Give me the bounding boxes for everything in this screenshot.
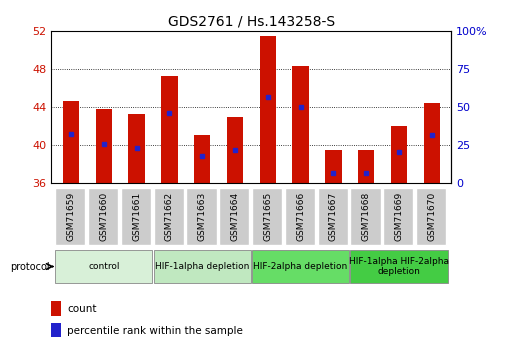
Text: GSM71663: GSM71663 [198, 192, 207, 241]
Bar [55, 188, 85, 246]
Bar [325, 150, 342, 183]
Bar [358, 150, 374, 183]
Bar [391, 126, 407, 183]
Text: GSM71660: GSM71660 [100, 192, 108, 241]
Text: GSM71659: GSM71659 [67, 192, 75, 241]
Bar [219, 188, 249, 246]
Text: HIF-2alpha depletion: HIF-2alpha depletion [253, 262, 348, 271]
Text: control: control [88, 262, 120, 271]
Bar [153, 250, 251, 283]
Bar [186, 188, 216, 246]
Text: GSM71669: GSM71669 [394, 192, 403, 241]
Bar [194, 136, 210, 183]
Text: protocol: protocol [10, 262, 50, 272]
Bar [51, 323, 62, 337]
Bar [416, 188, 446, 246]
Bar [350, 250, 447, 283]
Text: GSM71670: GSM71670 [427, 192, 436, 241]
Bar [350, 188, 381, 246]
Text: percentile rank within the sample: percentile rank within the sample [67, 326, 243, 336]
Bar [63, 101, 79, 183]
Text: GSM71664: GSM71664 [230, 192, 240, 241]
Bar [285, 188, 315, 246]
Bar [121, 188, 151, 246]
Bar [260, 36, 276, 183]
Bar [292, 66, 309, 183]
Bar [227, 117, 243, 183]
Bar [128, 114, 145, 183]
Bar [424, 103, 440, 183]
Bar [51, 301, 62, 316]
Bar [318, 188, 348, 246]
Text: GSM71668: GSM71668 [362, 192, 371, 241]
Bar [95, 109, 112, 183]
Text: GSM71667: GSM71667 [329, 192, 338, 241]
Text: HIF-1alpha depletion: HIF-1alpha depletion [155, 262, 249, 271]
Text: GSM71662: GSM71662 [165, 192, 174, 241]
Text: GSM71666: GSM71666 [296, 192, 305, 241]
Bar [383, 188, 413, 246]
Bar [55, 250, 152, 283]
Text: HIF-1alpha HIF-2alpha
depletion: HIF-1alpha HIF-2alpha depletion [349, 257, 449, 276]
Text: count: count [67, 304, 96, 314]
Bar [252, 250, 349, 283]
Bar [153, 188, 184, 246]
Bar [252, 188, 282, 246]
Title: GDS2761 / Hs.143258-S: GDS2761 / Hs.143258-S [168, 14, 335, 29]
Text: GSM71665: GSM71665 [263, 192, 272, 241]
Text: GSM71661: GSM71661 [132, 192, 141, 241]
Bar [161, 76, 177, 183]
Bar [88, 188, 118, 246]
